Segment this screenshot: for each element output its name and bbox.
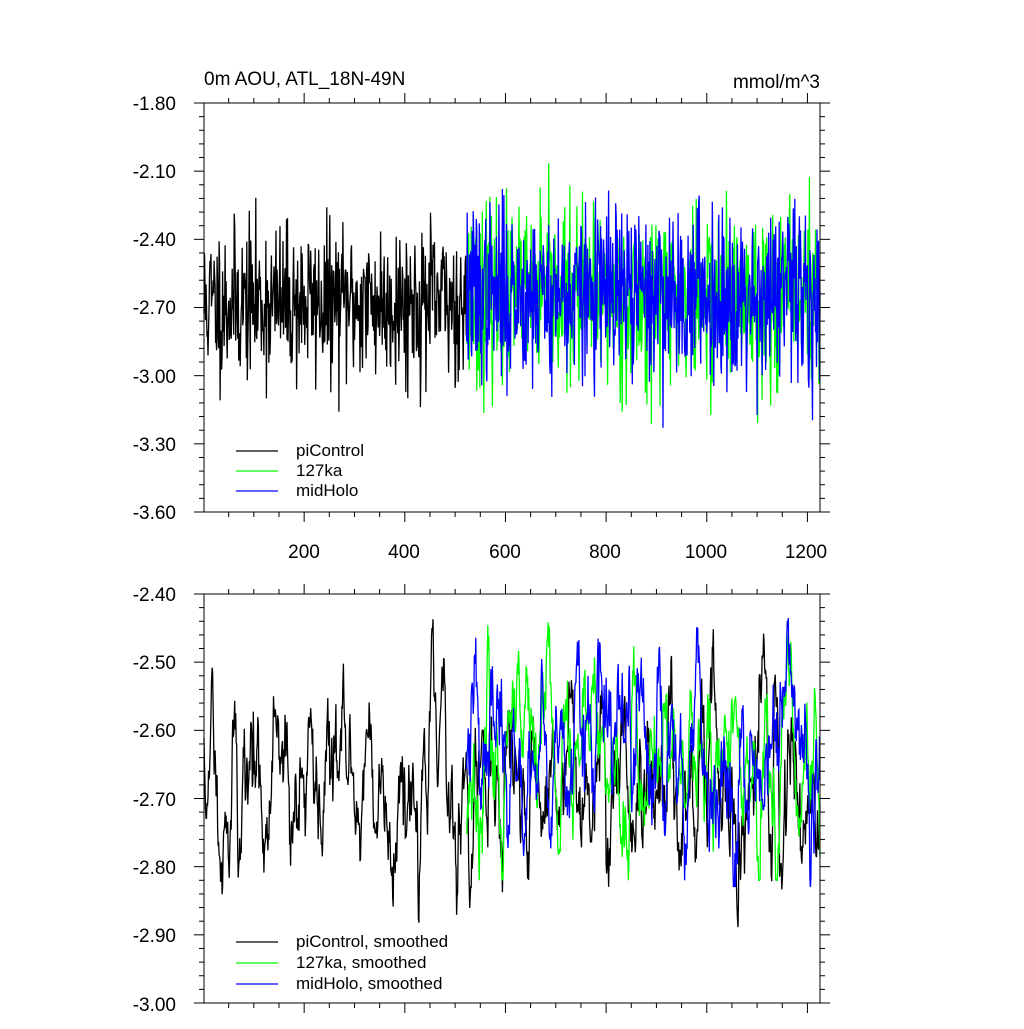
y-tick-label: -1.80 xyxy=(133,94,176,115)
legend-label: midHolo, smoothed xyxy=(296,974,442,993)
smoothed-series-panel: -2.40 -2.50 -2.60 -2.70 -2.80 -2.90 -3.0… xyxy=(133,584,830,1016)
y-tick-label: -3.00 xyxy=(133,367,176,388)
x-tick-label: 200 xyxy=(288,542,320,563)
legend-label: piControl xyxy=(296,441,364,460)
panel-1-x-tick-labels: 200 400 600 800 1000 1200 xyxy=(288,542,827,563)
x-tick-label: 1200 xyxy=(785,542,827,563)
panel-1-frame xyxy=(203,102,821,513)
panel-1-ticks xyxy=(194,93,830,522)
y-tick-label: -2.90 xyxy=(133,926,176,947)
y-tick-label: -3.00 xyxy=(133,995,176,1016)
panel-2-series xyxy=(203,617,821,928)
series-line-midholo xyxy=(466,188,821,428)
y-tick-label: -2.60 xyxy=(133,721,176,742)
panel-1-legend: piControl 127ka midHolo xyxy=(236,441,364,500)
chart-title: 0m AOU, ATL_18N-49N xyxy=(204,69,405,90)
raw-series-panel: 0m AOU, ATL_18N-49N mmol/m^3 -1.80 -2.10… xyxy=(133,69,830,563)
panel-1-y-tick-labels: -1.80 -2.10 -2.40 -2.70 -3.00 -3.30 -3.6… xyxy=(133,94,176,524)
legend-label: piControl, smoothed xyxy=(296,932,448,951)
series-line-127ka-smoothed xyxy=(466,622,821,881)
y-tick-label: -3.30 xyxy=(133,435,176,456)
x-tick-label: 1000 xyxy=(685,542,727,563)
series-line-midholo-smoothed xyxy=(466,617,821,888)
panel-2-legend: piControl, smoothed 127ka, smoothed midH… xyxy=(236,932,448,993)
series-line-picontrol xyxy=(203,197,468,412)
units-label: mmol/m^3 xyxy=(733,72,820,93)
x-tick-label: 800 xyxy=(589,542,621,563)
y-tick-label: -2.70 xyxy=(133,790,176,811)
legend-label: 127ka, smoothed xyxy=(296,953,426,972)
y-tick-label: -2.70 xyxy=(133,298,176,319)
y-tick-label: -2.10 xyxy=(133,162,176,183)
panel-1-series xyxy=(203,163,821,428)
x-tick-label: 400 xyxy=(388,542,420,563)
y-tick-label: -2.40 xyxy=(133,585,176,606)
y-tick-label: -3.60 xyxy=(133,503,176,524)
x-tick-label: 600 xyxy=(489,542,521,563)
y-tick-label: -2.80 xyxy=(133,858,176,879)
panel-2-y-tick-labels: -2.40 -2.50 -2.60 -2.70 -2.80 -2.90 -3.0… xyxy=(133,585,176,1016)
legend-label: 127ka xyxy=(296,461,343,480)
panel-2-frame xyxy=(203,593,821,1004)
y-tick-label: -2.50 xyxy=(133,653,176,674)
y-tick-label: -2.40 xyxy=(133,230,176,251)
panel-2-ticks xyxy=(194,584,830,1013)
legend-label: midHolo xyxy=(296,481,358,500)
